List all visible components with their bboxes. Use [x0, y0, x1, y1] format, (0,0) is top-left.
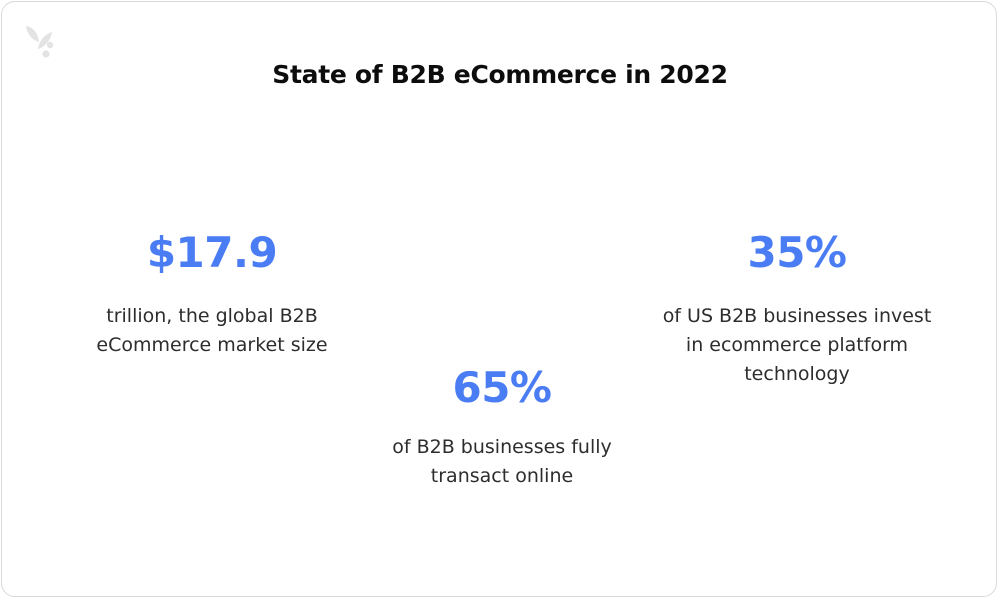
stat-platform-investment: 35% of US B2B businesses invest in ecomm… [642, 232, 952, 389]
stat-value: 35% [747, 228, 847, 277]
stat-value: $17.9 [146, 228, 278, 277]
stat-description: trillion, the global B2B eCommerce marke… [96, 305, 328, 356]
stat-transact-online: 65% of B2B businesses fully transact onl… [352, 367, 652, 491]
leaf-logo-icon [26, 26, 54, 58]
stat-description: of US B2B businesses invest in ecommerce… [662, 305, 932, 385]
stat-market-size: $17.9 trillion, the global B2B eCommerce… [62, 232, 362, 360]
stat-description: of B2B businesses fully transact online [392, 436, 612, 487]
stat-value: 65% [452, 363, 552, 412]
page-title: State of B2B eCommerce in 2022 [272, 60, 728, 89]
